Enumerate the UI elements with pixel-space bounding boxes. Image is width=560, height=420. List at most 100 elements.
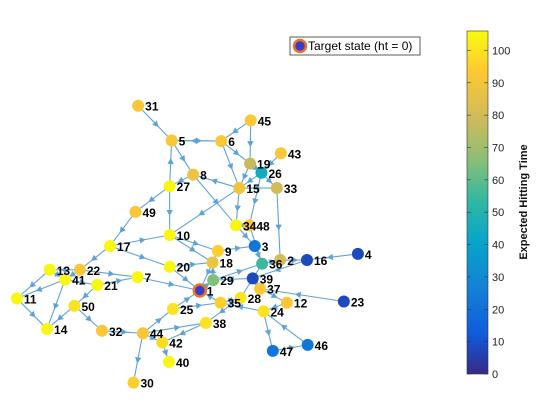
node-8 xyxy=(187,168,200,181)
colorbar-tick-90: 90 xyxy=(492,78,504,90)
edge-arrow-47-46 xyxy=(288,344,295,352)
edge-arrow-49-17 xyxy=(119,226,126,234)
edge-arrow-6-15 xyxy=(227,162,234,170)
edge-23-37 xyxy=(265,289,344,303)
node-4 xyxy=(351,247,364,260)
edge-11-14 xyxy=(16,298,44,326)
edge-arrow-44-30 xyxy=(135,356,142,364)
node-45 xyxy=(244,114,257,127)
node-label-22: 22 xyxy=(87,264,101,278)
edge-17-10 xyxy=(109,235,164,247)
node-label-32: 32 xyxy=(109,325,123,339)
colorbar-tick-100: 100 xyxy=(492,45,510,57)
node-label-45: 45 xyxy=(258,114,272,128)
edge-28-38 xyxy=(210,297,241,320)
colorbar-tick-40: 40 xyxy=(492,240,504,252)
edge-arrow-39-29 xyxy=(227,276,235,283)
edge-arrow-42-40 xyxy=(161,349,169,356)
edge-4-16 xyxy=(312,253,358,260)
edge-arrow-41-21 xyxy=(79,278,86,286)
edge-7-1 xyxy=(137,276,195,290)
node-label-12: 12 xyxy=(294,297,308,311)
edge-arrow-37-12 xyxy=(270,292,278,298)
edge-arrow-10-18 xyxy=(188,245,196,252)
node-35 xyxy=(214,296,227,309)
edge-arrow-46-24 xyxy=(280,324,288,331)
node-26 xyxy=(255,166,268,179)
node-label-29: 29 xyxy=(220,274,234,288)
colorbar-tick-10: 10 xyxy=(492,337,504,349)
edge-arrow-15-34 xyxy=(234,205,241,212)
node-46 xyxy=(301,338,314,351)
node-47 xyxy=(266,344,279,357)
node-18 xyxy=(206,256,219,269)
node-6 xyxy=(215,135,228,148)
node-label-3: 3 xyxy=(262,240,269,254)
edge-arrow-26-33 xyxy=(265,176,273,184)
node-label-1: 1 xyxy=(207,285,214,299)
edge-arrow-5-8 xyxy=(179,155,186,162)
node-17 xyxy=(104,240,117,252)
edge-arrow-23-37 xyxy=(294,291,302,299)
edge-arrow-4-16 xyxy=(326,253,334,261)
edge-arrow-43-26 xyxy=(268,159,275,167)
node-20 xyxy=(163,260,176,273)
edge-arrow-34-3 xyxy=(241,232,249,239)
node-label-44: 44 xyxy=(150,327,164,341)
node-24 xyxy=(257,305,270,318)
edge-15-10 xyxy=(174,187,240,233)
edge-44-30 xyxy=(134,333,144,377)
edge-arrow-17-10 xyxy=(139,237,146,244)
node-3 xyxy=(248,240,261,252)
node-label-39: 39 xyxy=(260,272,274,286)
edge-arrow-16-39 xyxy=(274,266,282,273)
edge-arrow-15-10 xyxy=(198,209,206,216)
node-label-50: 50 xyxy=(82,300,96,314)
node-label-23: 23 xyxy=(351,296,365,310)
edge-arrow-17-20 xyxy=(138,253,146,260)
edge-arrow-7-1 xyxy=(168,280,175,287)
node-label-2: 2 xyxy=(287,254,294,268)
node-14 xyxy=(41,322,54,335)
edge-arrow-6-5 xyxy=(190,137,198,144)
node-40 xyxy=(162,355,175,368)
edge-arrow-45-6 xyxy=(232,127,239,134)
edge-arrow-21-7 xyxy=(115,278,123,285)
node-label-17: 17 xyxy=(117,240,131,254)
edge-arrow-25-35 xyxy=(195,302,203,310)
edge-arrow-41-11 xyxy=(35,285,43,292)
node-label-26: 26 xyxy=(268,167,282,181)
edge-arrow-9-3 xyxy=(234,245,242,252)
edge-arrow-32-44 xyxy=(121,328,128,336)
node-27 xyxy=(163,180,176,193)
legend: Target state (ht = 0) xyxy=(289,36,421,56)
edge-arrow-35-28 xyxy=(227,297,235,304)
node-label-25: 25 xyxy=(180,303,194,317)
edge-6-15 xyxy=(220,140,238,183)
colorbar-tick-0: 0 xyxy=(492,369,498,381)
node-12 xyxy=(280,296,293,309)
node-37 xyxy=(254,282,267,295)
edge-arrow-29-36 xyxy=(236,269,243,276)
edge-arrow-15-8 xyxy=(211,178,218,185)
edge-26-48 xyxy=(250,172,262,220)
node-10 xyxy=(163,229,176,242)
edge-arrow-20-1 xyxy=(181,275,189,282)
edge-29-36 xyxy=(213,265,257,281)
edge-arrow-1-29 xyxy=(202,282,210,290)
edge-arrow-44-42 xyxy=(149,334,157,340)
edge-arrow-26-48 xyxy=(252,198,259,205)
node-label-27: 27 xyxy=(177,180,191,194)
node-label-10: 10 xyxy=(177,229,191,243)
edge-arrow-38-42 xyxy=(179,329,186,336)
edge-arrow-41-14 xyxy=(53,302,60,310)
node-label-43: 43 xyxy=(288,147,302,161)
node-28 xyxy=(234,291,247,304)
edge-arrow-10-9 xyxy=(192,239,200,246)
edge-31-5 xyxy=(137,105,168,137)
edge-arrow-48-34 xyxy=(239,222,246,229)
edge-46-24 xyxy=(267,314,309,346)
legend-marker-icon xyxy=(292,38,308,54)
edge-13-11 xyxy=(21,269,51,295)
